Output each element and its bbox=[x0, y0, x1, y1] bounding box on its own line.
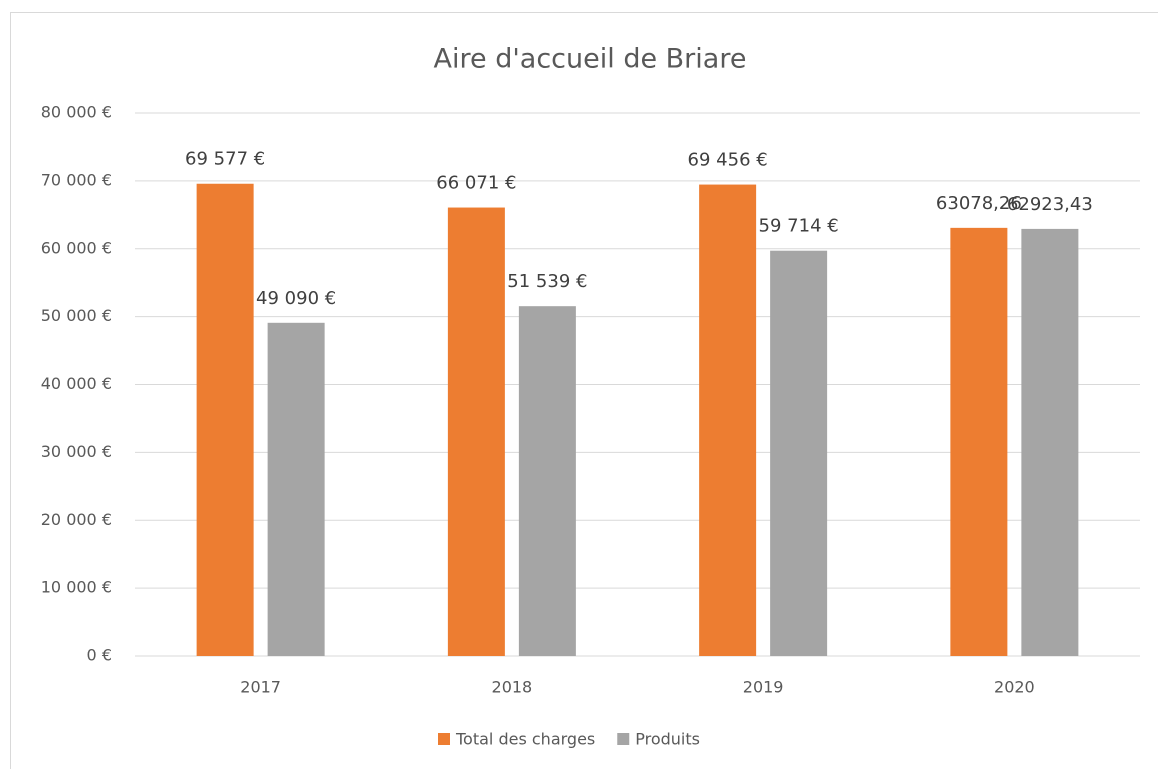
data-label: 59 714 € bbox=[759, 216, 839, 237]
y-tick-label: 40 000 € bbox=[41, 374, 112, 393]
x-tick-label: 2019 bbox=[743, 678, 784, 697]
bar bbox=[950, 227, 1008, 656]
legend-label: Produits bbox=[635, 730, 700, 749]
x-tick-label: 2018 bbox=[492, 678, 533, 697]
y-tick-label: 10 000 € bbox=[41, 578, 112, 597]
data-label: 69 456 € bbox=[688, 150, 768, 171]
bar bbox=[447, 207, 505, 656]
data-label: 49 090 € bbox=[256, 288, 336, 309]
legend-label: Total des charges bbox=[455, 730, 595, 749]
y-tick-label: 80 000 € bbox=[41, 103, 112, 122]
chart-title: Aire d'accueil de Briare bbox=[434, 44, 747, 75]
y-tick-label: 20 000 € bbox=[41, 510, 112, 529]
bar bbox=[699, 184, 757, 657]
legend-swatch bbox=[617, 733, 630, 745]
y-tick-label: 50 000 € bbox=[41, 306, 112, 325]
bar bbox=[770, 250, 828, 656]
y-tick-label: 70 000 € bbox=[41, 170, 112, 189]
data-label: 66 071 € bbox=[436, 173, 516, 194]
bar bbox=[267, 322, 325, 656]
y-tick-label: 30 000 € bbox=[41, 442, 112, 461]
x-tick-label: 2020 bbox=[994, 678, 1035, 697]
bar bbox=[518, 306, 576, 656]
bar bbox=[196, 183, 254, 657]
x-tick-label: 2017 bbox=[240, 678, 281, 697]
data-label: 69 577 € bbox=[185, 149, 265, 170]
data-label: 63078,26 bbox=[936, 193, 1022, 214]
data-label: 62923,43 bbox=[1007, 194, 1093, 215]
y-tick-label: 60 000 € bbox=[41, 238, 112, 257]
legend-swatch bbox=[438, 733, 450, 745]
bar bbox=[1021, 228, 1079, 656]
data-label: 51 539 € bbox=[507, 271, 587, 292]
y-tick-label: 0 € bbox=[87, 646, 112, 665]
